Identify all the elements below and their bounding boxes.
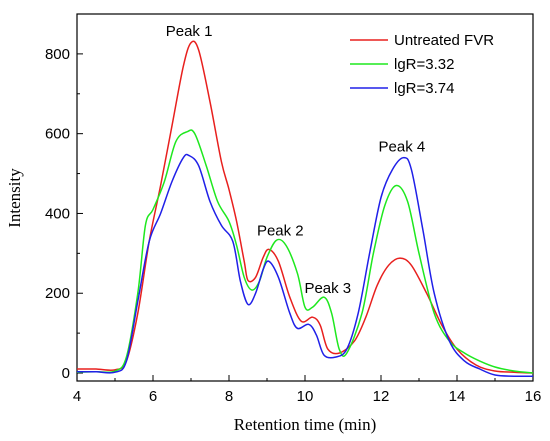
legend-label-1: Untreated FVR bbox=[394, 32, 494, 49]
x-tick-label: 14 bbox=[449, 388, 466, 405]
y-tick-label: 400 bbox=[45, 205, 70, 222]
legend: Untreated FVR lgR=3.32 lgR=3.74 bbox=[350, 32, 494, 97]
y-axis-label: Intensity bbox=[5, 168, 24, 228]
series-line-1 bbox=[76, 40, 534, 374]
x-tick-label: 4 bbox=[73, 388, 81, 405]
y-tick-label: 0 bbox=[62, 365, 70, 382]
y-tick-label: 600 bbox=[45, 126, 70, 143]
annotations: Peak 1 Peak 2 Peak 3 Peak 4 bbox=[166, 23, 426, 297]
series-line-3 bbox=[76, 153, 534, 378]
peak-label: Peak 4 bbox=[379, 139, 426, 156]
y-tick-label: 200 bbox=[45, 285, 70, 302]
x-tick-label: 16 bbox=[525, 388, 542, 405]
y-tick-label: 800 bbox=[45, 46, 70, 63]
series-group bbox=[76, 40, 534, 378]
x-tick-label: 6 bbox=[149, 388, 157, 405]
peak-label: Peak 1 bbox=[166, 23, 213, 40]
x-tick-label: 10 bbox=[297, 388, 314, 405]
legend-label-2: lgR=3.32 bbox=[394, 56, 454, 73]
ticks: 4 6 8 10 12 14 16 0 200 400 600 800 bbox=[45, 46, 541, 405]
x-tick-label: 12 bbox=[373, 388, 390, 405]
peak-label: Peak 2 bbox=[257, 222, 304, 239]
series-line-2 bbox=[76, 129, 534, 374]
x-tick-label: 8 bbox=[225, 388, 233, 405]
peak-label: Peak 3 bbox=[304, 280, 351, 297]
x-axis-label: Retention time (min) bbox=[234, 415, 377, 434]
legend-label-3: lgR=3.74 bbox=[394, 80, 454, 97]
